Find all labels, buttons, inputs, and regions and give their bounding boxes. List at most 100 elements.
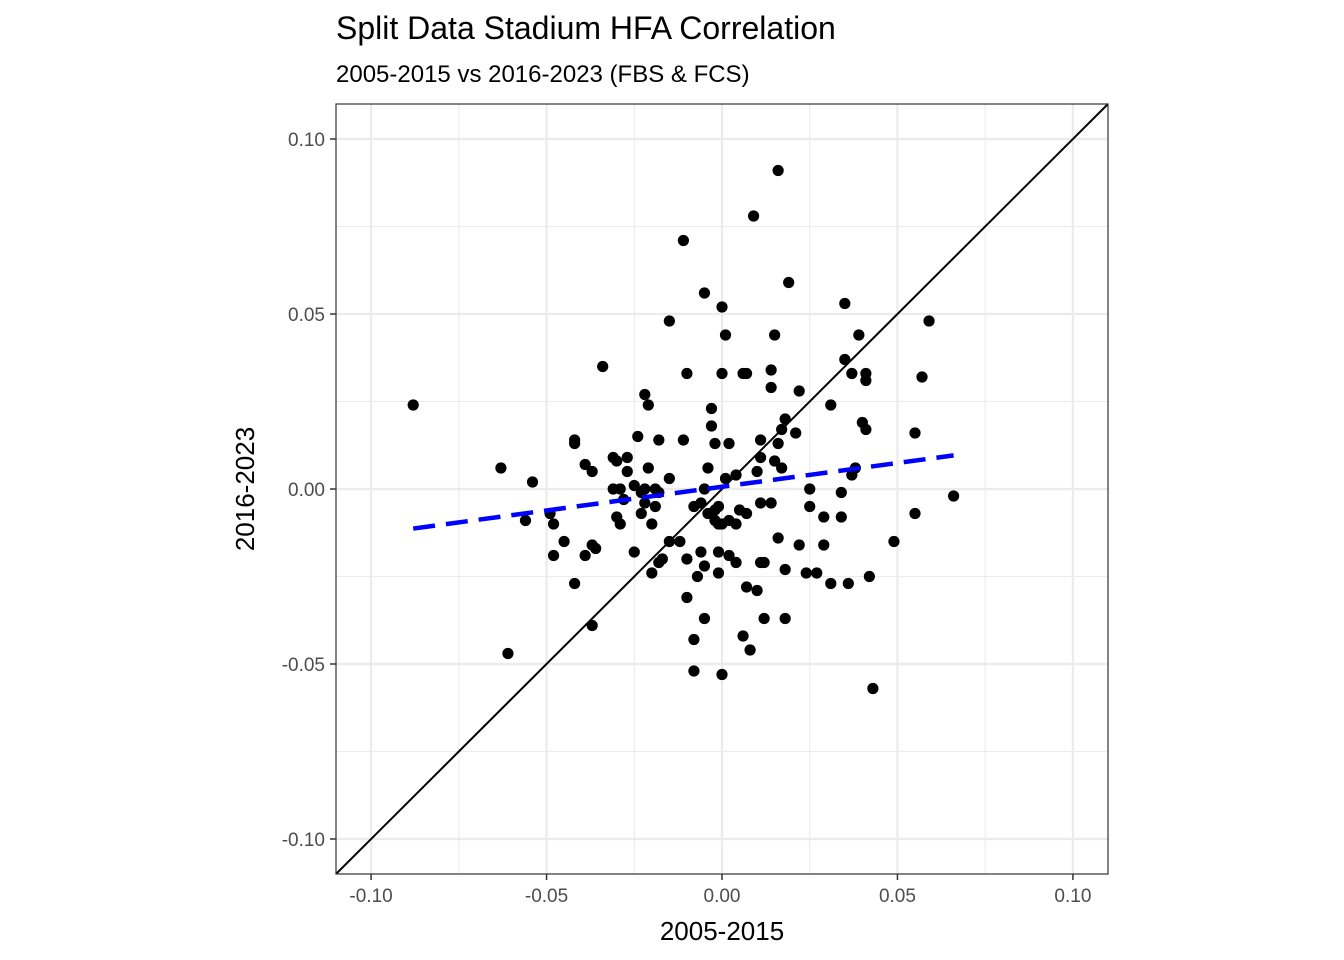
data-point <box>740 581 753 593</box>
data-point <box>948 490 960 502</box>
data-point <box>695 497 707 509</box>
data-point <box>755 434 767 446</box>
data-point <box>825 399 837 411</box>
data-point <box>674 535 686 548</box>
data-point <box>825 577 837 590</box>
data-point <box>765 497 777 509</box>
data-point <box>698 612 711 625</box>
data-point <box>716 301 728 313</box>
data-point <box>804 483 816 495</box>
data-point <box>723 437 735 450</box>
data-point <box>758 556 770 569</box>
data-point <box>835 511 847 523</box>
data-point <box>888 535 900 548</box>
y-tick-label: -0.10 <box>282 830 325 851</box>
data-point <box>853 329 865 341</box>
data-point <box>614 483 626 495</box>
data-point <box>642 462 654 474</box>
data-point <box>502 647 514 660</box>
data-point <box>712 500 725 513</box>
data-point <box>688 633 700 646</box>
data-point <box>709 437 721 450</box>
data-point <box>614 518 626 530</box>
data-point <box>705 402 718 415</box>
y-tick-label: 0.10 <box>288 130 325 151</box>
data-point <box>646 518 658 530</box>
x-tick-label: 0.05 <box>879 886 916 907</box>
data-point <box>751 584 763 597</box>
data-point <box>716 668 728 681</box>
data-point <box>635 507 647 520</box>
data-point <box>755 451 767 464</box>
data-point <box>695 546 707 558</box>
data-point <box>716 367 728 380</box>
data-point <box>579 549 591 562</box>
data-point <box>800 567 812 579</box>
data-point <box>579 458 591 471</box>
data-point <box>835 486 847 499</box>
data-point <box>909 507 921 520</box>
data-point <box>737 630 749 642</box>
data-point <box>681 553 693 565</box>
data-point <box>769 329 781 341</box>
data-point <box>740 367 753 380</box>
data-point <box>740 507 753 520</box>
data-point <box>846 367 858 380</box>
data-point <box>569 577 581 590</box>
data-point <box>702 462 714 474</box>
data-point <box>681 591 693 604</box>
data-point <box>730 518 742 530</box>
x-tick-label: 0.00 <box>704 886 741 907</box>
data-point <box>681 367 693 380</box>
data-point <box>842 577 854 590</box>
data-point <box>730 556 742 569</box>
data-point <box>811 567 823 579</box>
data-point <box>779 612 791 625</box>
data-point <box>621 465 633 478</box>
data-point <box>698 483 711 495</box>
data-point <box>783 276 795 289</box>
data-point <box>407 399 419 411</box>
data-point <box>526 476 539 488</box>
data-point <box>860 374 872 387</box>
data-point <box>790 427 802 439</box>
data-point <box>597 360 609 373</box>
x-tick-label: -0.05 <box>525 886 568 907</box>
y-tick-label: 0.00 <box>288 480 325 501</box>
data-point <box>639 497 651 509</box>
data-point <box>639 483 651 495</box>
data-point <box>730 469 742 481</box>
x-axis: -0.10 -0.05 0.00 0.05 0.10 <box>349 874 1091 907</box>
data-point <box>793 385 805 397</box>
data-point <box>772 532 784 544</box>
data-point <box>719 329 732 341</box>
x-axis-title: 2005-2015 <box>660 916 784 946</box>
data-point <box>772 437 784 450</box>
data-point <box>839 297 851 310</box>
data-point <box>649 500 661 513</box>
chart-subtitle: 2005-2015 vs 2016-2023 (FBS & FCS) <box>336 61 750 88</box>
data-point <box>642 399 654 411</box>
data-point <box>765 364 777 376</box>
data-point <box>712 546 725 558</box>
data-point <box>586 619 598 632</box>
data-point <box>719 472 732 485</box>
data-point <box>586 465 598 478</box>
data-point <box>793 539 805 551</box>
data-point <box>772 164 784 177</box>
data-point <box>776 462 788 474</box>
data-point <box>653 434 665 446</box>
data-point <box>646 567 658 579</box>
x-tick-label: 0.10 <box>1054 886 1091 907</box>
x-tick-label: -0.10 <box>349 886 392 907</box>
y-tick-label: -0.05 <box>282 655 325 676</box>
data-point <box>712 567 725 579</box>
data-point <box>818 539 830 551</box>
data-point <box>747 210 760 222</box>
y-axis-title: 2016-2023 <box>230 427 260 551</box>
data-point <box>519 514 532 527</box>
data-point <box>569 437 581 450</box>
y-axis: -0.10 -0.05 0.00 0.05 0.10 <box>282 130 336 851</box>
data-point <box>839 353 851 366</box>
